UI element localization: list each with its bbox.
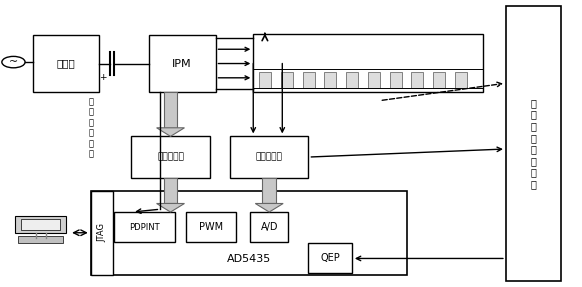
FancyBboxPatch shape bbox=[253, 34, 482, 92]
FancyBboxPatch shape bbox=[259, 72, 271, 88]
FancyBboxPatch shape bbox=[18, 236, 63, 243]
FancyBboxPatch shape bbox=[186, 212, 236, 242]
FancyBboxPatch shape bbox=[303, 72, 315, 88]
FancyBboxPatch shape bbox=[506, 6, 561, 281]
Polygon shape bbox=[157, 203, 184, 212]
Text: 无
位
置
传
感
器
检
测: 无 位 置 传 感 器 检 测 bbox=[530, 98, 537, 189]
FancyBboxPatch shape bbox=[262, 178, 276, 203]
Text: PWM: PWM bbox=[199, 222, 223, 232]
FancyBboxPatch shape bbox=[308, 243, 352, 274]
FancyBboxPatch shape bbox=[433, 72, 445, 88]
Text: 整流器: 整流器 bbox=[56, 59, 76, 69]
FancyBboxPatch shape bbox=[324, 72, 336, 88]
Text: QEP: QEP bbox=[320, 253, 340, 263]
FancyBboxPatch shape bbox=[33, 35, 100, 92]
FancyBboxPatch shape bbox=[368, 72, 380, 88]
FancyBboxPatch shape bbox=[114, 212, 175, 242]
Text: +: + bbox=[99, 73, 107, 82]
Polygon shape bbox=[157, 128, 184, 136]
FancyBboxPatch shape bbox=[91, 191, 113, 275]
Text: A/D: A/D bbox=[261, 222, 278, 232]
FancyBboxPatch shape bbox=[230, 136, 308, 178]
FancyBboxPatch shape bbox=[132, 136, 210, 178]
Polygon shape bbox=[255, 203, 283, 212]
FancyBboxPatch shape bbox=[164, 178, 178, 203]
Text: 光电耦合器: 光电耦合器 bbox=[157, 153, 184, 162]
FancyBboxPatch shape bbox=[91, 191, 407, 275]
FancyBboxPatch shape bbox=[390, 72, 402, 88]
Text: PDPINT: PDPINT bbox=[129, 222, 159, 232]
Text: AD5435: AD5435 bbox=[227, 254, 271, 264]
FancyBboxPatch shape bbox=[250, 212, 288, 242]
FancyBboxPatch shape bbox=[346, 72, 358, 88]
FancyBboxPatch shape bbox=[281, 72, 293, 88]
Text: 故
障
保
护
信
号: 故 障 保 护 信 号 bbox=[88, 97, 93, 158]
FancyBboxPatch shape bbox=[411, 72, 424, 88]
FancyBboxPatch shape bbox=[149, 35, 215, 92]
Text: ~: ~ bbox=[9, 57, 18, 67]
FancyBboxPatch shape bbox=[15, 216, 66, 233]
FancyBboxPatch shape bbox=[455, 72, 467, 88]
FancyBboxPatch shape bbox=[21, 219, 61, 230]
Text: JTAG: JTAG bbox=[97, 223, 107, 242]
Text: 电流传感器: 电流传感器 bbox=[256, 153, 283, 162]
Text: IPM: IPM bbox=[172, 59, 192, 69]
FancyBboxPatch shape bbox=[164, 92, 178, 128]
